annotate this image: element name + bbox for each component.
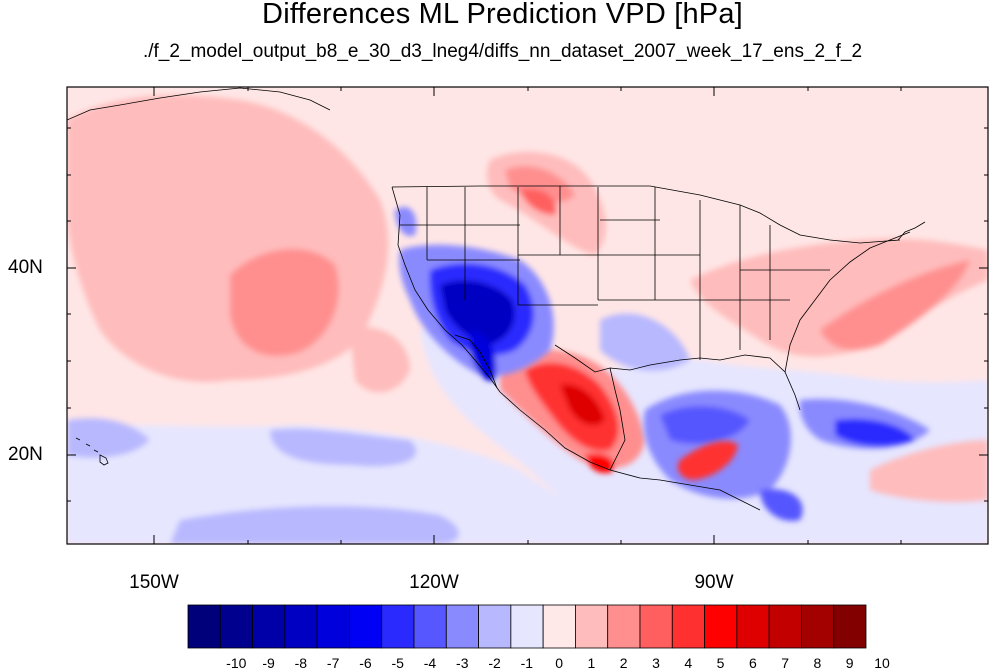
colorbar-box	[768, 604, 802, 649]
colorbar-tick-label: 3	[652, 655, 660, 671]
colorbar-box	[510, 604, 544, 649]
colorbar-tick-label: 10	[874, 655, 890, 671]
colorbar-box	[639, 604, 673, 649]
colorbar-tick-label: -8	[294, 655, 308, 671]
colorbar-tick-label: -4	[423, 655, 437, 671]
colorbar-box	[316, 604, 350, 649]
positive-regions	[67, 95, 988, 502]
colorbar-tick-label: -3	[456, 655, 469, 671]
colorbar-box	[542, 604, 576, 649]
lon-label-150w: 150W	[129, 572, 179, 593]
colorbar-tick-label: 5	[716, 655, 725, 671]
colorbar-tick-label: 7	[781, 655, 790, 671]
colorbar-tick-label: -7	[326, 655, 340, 671]
colorbar-tick-label: 8	[813, 655, 822, 671]
southwest-negative-anomaly	[395, 206, 554, 381]
colorbar-box	[445, 604, 479, 649]
colorbar-box	[219, 604, 253, 649]
tick-marks	[67, 87, 988, 544]
colorbar-box	[413, 604, 447, 649]
colorbar-tick-label: -9	[262, 655, 275, 671]
colorbar-tick-label: 4	[684, 655, 693, 671]
colorbar-tick-label: -1	[520, 655, 534, 671]
colorbar-tick-label: 1	[587, 655, 596, 671]
colorbar-box	[252, 604, 286, 649]
map-subtitle: ./f_2_model_output_b8_e_30_d3_lneg4/diff…	[142, 41, 863, 62]
colorbar-tick-label: -5	[391, 655, 404, 671]
vpd-difference-field	[67, 87, 988, 544]
colorbar-box	[607, 604, 641, 649]
colorbar-tick-label: 0	[555, 655, 564, 671]
colorbar-box	[349, 604, 383, 649]
colorbar-box	[381, 604, 415, 649]
colorbar-tick-label: -10	[226, 655, 247, 671]
colorbar-tick-label: 2	[619, 655, 628, 671]
colorbar-box	[704, 604, 738, 649]
gulf-positive-anomaly	[677, 440, 738, 480]
coastlines-and-borders	[67, 87, 926, 511]
colorbar-box	[575, 604, 609, 649]
lat-label-20n: 20N	[8, 444, 43, 465]
colorbar-tick-label: -6	[359, 655, 372, 671]
lon-label-90w: 90W	[694, 572, 734, 593]
mexico-positive-anomaly	[500, 349, 645, 474]
colorbar-box	[671, 604, 705, 649]
hawaii-outline	[75, 437, 109, 466]
colorbar-box	[736, 604, 770, 649]
colorbar-box	[833, 604, 867, 649]
lon-label-120w: 120W	[409, 572, 459, 593]
colorbar-tick-label: 6	[748, 655, 757, 671]
colorbar-tick-label: -2	[488, 655, 501, 671]
colorbar-box	[187, 604, 221, 649]
colorbar-box	[478, 604, 512, 649]
colorbar-tick-label: 9	[845, 655, 854, 671]
map-title: Differences ML Prediction VPD [hPa]	[262, 0, 743, 30]
lat-label-40n: 40N	[8, 257, 43, 278]
colorbar	[187, 604, 867, 649]
colorbar-box	[801, 604, 835, 649]
colorbar-box	[284, 604, 318, 649]
